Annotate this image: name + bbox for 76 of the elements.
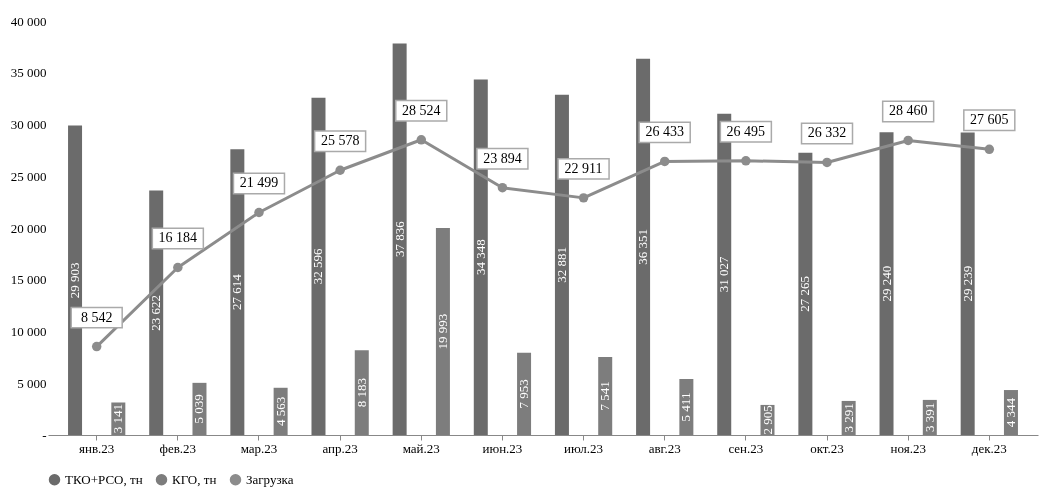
point <box>173 262 183 273</box>
legend-label: КГО, тн <box>172 471 217 487</box>
bar <box>68 125 83 435</box>
point <box>984 144 995 155</box>
data-label: 21 499 <box>239 175 279 191</box>
data-label: 2 905 <box>759 405 775 435</box>
data-label: 3 291 <box>840 403 856 433</box>
x-tick-label: ноя.23 <box>890 440 926 456</box>
data-label: 27 265 <box>797 276 813 312</box>
x-tick-label: дек.23 <box>971 440 1007 456</box>
x-tick-label: окт.23 <box>810 440 844 456</box>
point <box>578 193 589 203</box>
data-label: 32 596 <box>310 247 326 285</box>
data-label: 27 614 <box>229 273 245 310</box>
point <box>659 156 670 167</box>
data-label: 5 411 <box>678 392 694 422</box>
data-label: 4 344 <box>1002 397 1018 428</box>
x-tick-label: июн.23 <box>482 440 523 456</box>
data-label: 36 351 <box>635 229 651 265</box>
data-label: 7 953 <box>516 379 532 409</box>
y-tick-label: 30 000 <box>10 117 47 132</box>
point <box>497 182 508 193</box>
y-tick-label: - <box>42 427 47 443</box>
data-label: 28 524 <box>402 102 441 118</box>
y-tick-label: 25 000 <box>10 168 47 184</box>
x-tick-label: янв.23 <box>79 440 115 456</box>
data-label: 32 881 <box>553 246 569 283</box>
data-label: 16 184 <box>158 230 198 246</box>
data-label: 5 039 <box>191 394 207 424</box>
y-tick-label: 5 000 <box>17 375 47 391</box>
bar <box>879 132 894 435</box>
data-label: 34 348 <box>472 239 488 276</box>
data-label: 8 183 <box>353 378 369 408</box>
y-tick-label: 35 000 <box>10 65 47 81</box>
y-tick-label: 40 000 <box>10 13 47 29</box>
legend-label: Загрузка <box>246 471 294 487</box>
data-label: 7 541 <box>597 381 613 411</box>
data-label: 31 027 <box>716 256 732 293</box>
data-label: 25 578 <box>320 133 360 149</box>
bar <box>798 152 813 435</box>
data-label: 28 460 <box>888 103 928 119</box>
data-label: 4 563 <box>272 396 288 427</box>
point <box>91 341 102 352</box>
y-tick-label: 20 000 <box>10 220 47 236</box>
point <box>903 135 913 146</box>
data-label: 26 433 <box>645 124 684 140</box>
data-label: 26 332 <box>807 125 847 141</box>
data-label: 26 495 <box>726 123 766 139</box>
data-label: 29 240 <box>878 265 894 302</box>
data-label: 23 894 <box>483 150 522 166</box>
bar <box>960 132 975 435</box>
y-tick-label: 15 000 <box>10 272 47 288</box>
point <box>416 135 427 145</box>
x-tick-label: июл.23 <box>564 440 604 456</box>
x-tick-label: май.23 <box>402 440 440 456</box>
data-label: 29 239 <box>959 265 975 302</box>
data-label: 29 903 <box>67 262 83 299</box>
point <box>822 157 832 168</box>
x-tick-label: мар.23 <box>240 440 278 456</box>
data-label: 37 836 <box>391 220 407 258</box>
point <box>254 207 264 218</box>
data-label: 19 993 <box>434 313 450 350</box>
data-label: 27 605 <box>970 112 1009 128</box>
data-label: 8 542 <box>80 309 113 325</box>
data-label: 3 141 <box>110 404 126 434</box>
data-label: 23 622 <box>148 294 164 331</box>
x-tick-label: апр.23 <box>322 440 358 456</box>
point <box>335 165 345 175</box>
data-label: 3 391 <box>921 402 937 433</box>
data-label: 22 911 <box>564 160 603 176</box>
point <box>741 156 751 166</box>
x-tick-label: сен.23 <box>728 440 764 456</box>
y-tick-label: 10 000 <box>10 324 47 339</box>
legend-label: ТКО+РСО, тн <box>65 471 143 487</box>
x-tick-label: авг.23 <box>648 440 681 456</box>
x-tick-label: фев.23 <box>159 440 197 456</box>
